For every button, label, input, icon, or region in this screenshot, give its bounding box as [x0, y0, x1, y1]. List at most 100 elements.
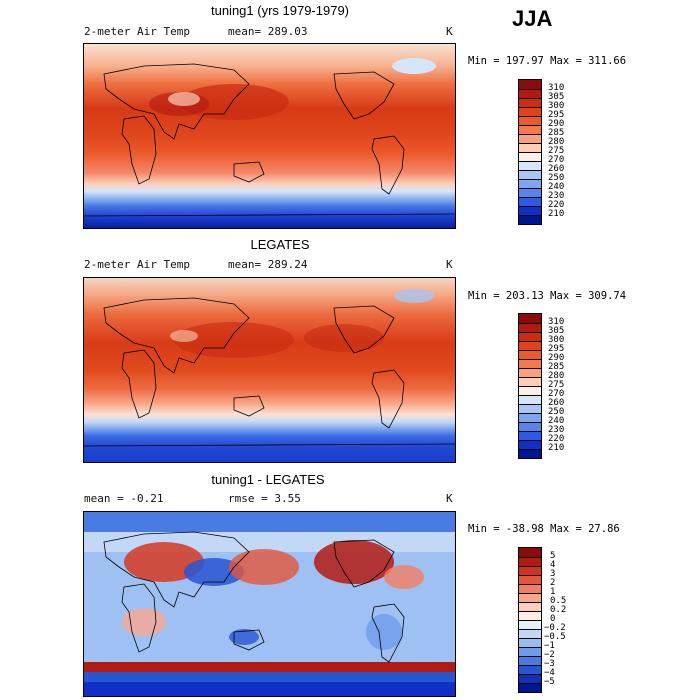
colorbar-tick: 260 — [548, 164, 565, 174]
colorbar-swatch — [519, 215, 541, 224]
panel-3-units: K — [446, 492, 453, 505]
colorbar-tick: 280 — [548, 137, 565, 147]
map-2-field — [84, 278, 455, 462]
colorbar-swatch — [519, 584, 541, 593]
colorbar-tick: −4 — [544, 668, 555, 678]
colorbar-swatch — [519, 89, 541, 98]
colorbar-swatch — [519, 674, 541, 683]
season-label: JJA — [512, 6, 553, 31]
colorbar-tick: 300 — [548, 335, 565, 345]
colorbar-swatch — [519, 134, 541, 143]
colorbar-tick: 305 — [548, 326, 565, 336]
colorbar-swatch — [519, 620, 541, 629]
colorbar-tick: 240 — [548, 182, 565, 192]
colorbar-tick: 285 — [548, 128, 565, 138]
colorbar-swatch — [519, 611, 541, 620]
colorbar-swatch — [519, 575, 541, 584]
colorbar-swatch — [519, 665, 541, 674]
colorbar-swatch — [519, 359, 541, 368]
colorbar-tick: 4 — [550, 560, 556, 570]
colorbar-swatch — [519, 440, 541, 449]
colorbar-tick: 250 — [548, 173, 565, 183]
panel-1-minmax: Min = 197.97 Max = 311.66 — [468, 55, 627, 67]
colorbar-swatch — [519, 107, 541, 116]
colorbar-tick: 220 — [548, 434, 565, 444]
colorbar-tick: 230 — [548, 425, 565, 435]
colorbar-tick: 285 — [548, 362, 565, 372]
colorbar-swatch — [519, 179, 541, 188]
colorbar-tick: 270 — [548, 389, 565, 399]
colorbar-tick: 210 — [548, 209, 565, 219]
map-1-field — [84, 44, 455, 228]
colorbar-tick: −0.2 — [544, 623, 566, 633]
colorbar-swatch — [519, 656, 541, 665]
colorbar-tick: 5 — [550, 551, 556, 561]
panel-3-colorbar — [518, 547, 542, 693]
panel-1-units: K — [446, 25, 453, 38]
colorbar-tick: 260 — [548, 398, 565, 408]
colorbar-tick: 210 — [548, 443, 565, 453]
colorbar-swatch — [519, 368, 541, 377]
colorbar-tick: −2 — [544, 650, 555, 660]
colorbar-swatch — [519, 647, 541, 656]
colorbar-tick: 230 — [548, 191, 565, 201]
colorbar-swatch — [519, 629, 541, 638]
colorbar-tick: 0.2 — [550, 605, 567, 615]
panel-3-rmse: rmse = 3.55 — [228, 492, 301, 505]
panel-2-variable: 2-meter Air Temp — [84, 258, 190, 271]
colorbar-tick: 310 — [548, 317, 565, 327]
colorbar-swatch — [519, 206, 541, 215]
colorbar-swatch — [519, 449, 541, 458]
colorbar-swatch — [519, 197, 541, 206]
colorbar-swatch — [519, 143, 541, 152]
panel-2-mean: mean= 289.24 — [228, 258, 308, 271]
colorbar-swatch — [519, 152, 541, 161]
colorbar-swatch — [519, 683, 541, 692]
colorbar-tick: −1 — [544, 641, 555, 651]
colorbar-swatch — [519, 377, 541, 386]
colorbar-tick: 295 — [548, 110, 565, 120]
colorbar-swatch — [519, 548, 541, 557]
colorbar-tick: 310 — [548, 83, 565, 93]
colorbar-swatch — [519, 332, 541, 341]
colorbar-swatch — [519, 170, 541, 179]
colorbar-tick: 0 — [550, 614, 556, 624]
colorbar-tick: −5 — [544, 677, 555, 687]
colorbar-tick: 305 — [548, 92, 565, 102]
colorbar-swatch — [519, 602, 541, 611]
panel-2-minmax: Min = 203.13 Max = 309.74 — [468, 290, 627, 302]
colorbar-tick: 275 — [548, 146, 565, 156]
panel-1-title: tuning1 (yrs 1979-1979) — [210, 3, 350, 18]
colorbar-swatch — [519, 593, 541, 602]
colorbar-tick: 220 — [548, 200, 565, 210]
panel-2-title: LEGATES — [250, 237, 310, 252]
colorbar-tick: 280 — [548, 371, 565, 381]
colorbar-swatch — [519, 566, 541, 575]
colorbar-tick: −0.5 — [544, 632, 566, 642]
colorbar-swatch — [519, 413, 541, 422]
colorbar-tick: −3 — [544, 659, 555, 669]
colorbar-swatch — [519, 638, 541, 647]
colorbar-swatch — [519, 98, 541, 107]
panel-3-mean: mean = -0.21 — [84, 492, 164, 505]
panel-3-minmax: Min = -38.98 Max = 27.86 — [468, 523, 620, 535]
colorbar-tick: 0.5 — [550, 596, 567, 606]
colorbar-swatch — [519, 431, 541, 440]
colorbar-swatch — [519, 404, 541, 413]
colorbar-tick: 270 — [548, 155, 565, 165]
colorbar-swatch — [519, 125, 541, 134]
colorbar-swatch — [519, 386, 541, 395]
colorbar-swatch — [519, 116, 541, 125]
colorbar-tick: 275 — [548, 380, 565, 390]
colorbar-tick: 300 — [548, 101, 565, 111]
colorbar-swatch — [519, 350, 541, 359]
panel-2-map — [83, 277, 456, 463]
colorbar-tick: 250 — [548, 407, 565, 417]
colorbar-tick: 1 — [550, 587, 556, 597]
colorbar-tick: 3 — [550, 569, 556, 579]
colorbar-tick: 240 — [548, 416, 565, 426]
panel-3-map — [83, 511, 456, 697]
colorbar-swatch — [519, 80, 541, 89]
map-3-field — [84, 512, 455, 696]
colorbar-swatch — [519, 395, 541, 404]
